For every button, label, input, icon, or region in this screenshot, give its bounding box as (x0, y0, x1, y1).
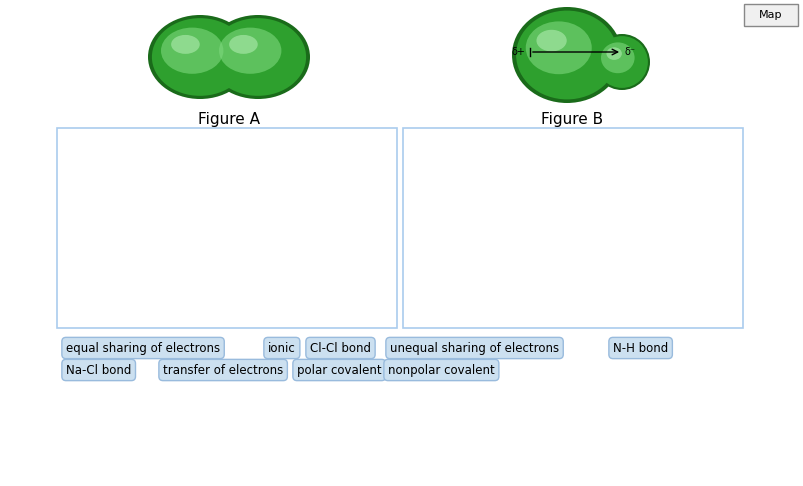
FancyBboxPatch shape (57, 128, 397, 328)
Text: polar covalent: polar covalent (296, 364, 381, 377)
Ellipse shape (601, 42, 634, 73)
Ellipse shape (148, 15, 251, 99)
Text: Na-Cl bond: Na-Cl bond (66, 364, 131, 377)
Ellipse shape (512, 7, 622, 103)
Ellipse shape (210, 18, 306, 96)
Text: unequal sharing of electrons: unequal sharing of electrons (389, 342, 558, 354)
Ellipse shape (218, 28, 281, 74)
Text: ionic: ionic (267, 342, 296, 354)
Ellipse shape (152, 18, 248, 96)
Text: Figure A: Figure A (198, 112, 259, 127)
Text: transfer of electrons: transfer of electrons (163, 364, 283, 377)
Text: N-H bond: N-H bond (612, 342, 667, 354)
Text: Map: Map (758, 10, 782, 20)
Text: Figure B: Figure B (540, 112, 602, 127)
Ellipse shape (206, 15, 310, 99)
FancyBboxPatch shape (743, 4, 797, 26)
Text: equal sharing of electrons: equal sharing of electrons (66, 342, 220, 354)
Text: nonpolar covalent: nonpolar covalent (388, 364, 494, 377)
Ellipse shape (229, 35, 258, 54)
Ellipse shape (516, 11, 618, 100)
Ellipse shape (536, 30, 566, 52)
Text: δ+: δ+ (511, 47, 524, 57)
Text: δ⁻: δ⁻ (624, 47, 634, 57)
Ellipse shape (161, 28, 223, 74)
FancyBboxPatch shape (402, 128, 742, 328)
Ellipse shape (525, 21, 591, 74)
Ellipse shape (593, 34, 649, 90)
Ellipse shape (605, 47, 621, 60)
Ellipse shape (595, 36, 647, 88)
Ellipse shape (171, 35, 199, 54)
Text: Cl-Cl bond: Cl-Cl bond (310, 342, 370, 354)
